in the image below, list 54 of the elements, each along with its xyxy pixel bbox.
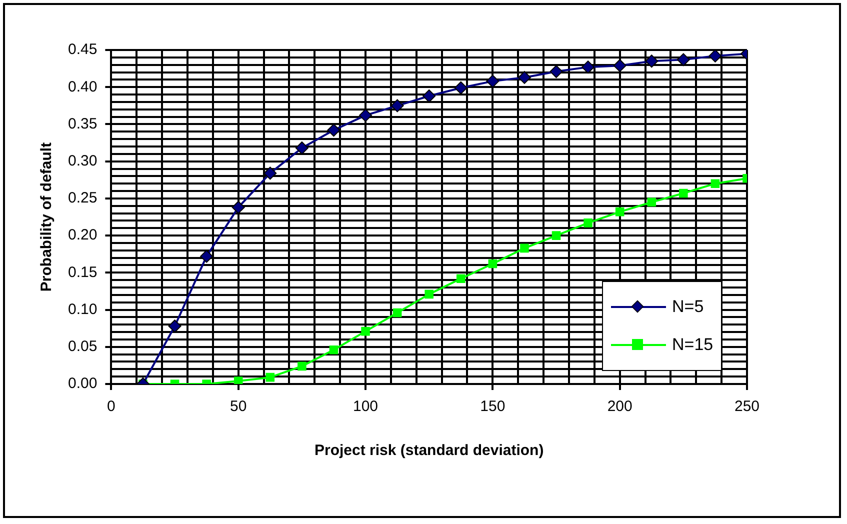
point [679,188,688,198]
y-tick-label: 0.30 [68,152,98,170]
point [518,70,531,84]
point [232,200,245,214]
point [647,198,656,207]
point [200,250,214,263]
point [454,81,468,94]
point [676,53,690,66]
point [424,290,434,299]
legend-label: N=5 [672,296,704,317]
point [584,218,592,228]
point [422,90,436,103]
point [390,99,404,112]
point [266,372,275,382]
point [615,207,624,216]
point [488,259,498,268]
point [550,65,563,78]
point [359,108,372,122]
point [264,166,277,180]
y-tick-label: 0.15 [68,264,98,281]
point [329,345,338,354]
y-tick-label: 0.45 [68,41,98,58]
point [486,74,500,88]
y-tick-label: 0.00 [68,375,98,392]
x-tick-label: 50 [230,398,247,416]
point [361,326,370,336]
y-tick-label: 0.05 [68,338,98,356]
x-tick-label: 0 [107,398,116,416]
point [708,50,722,62]
point [710,179,720,188]
x-tick-label: 250 [734,398,760,416]
y-tick-label: 0.40 [68,78,98,96]
x-tick-label: 200 [607,398,632,416]
x-tick-label: 150 [480,398,506,416]
y-axis-title: Probability of default [38,142,56,292]
point [645,54,658,68]
y-tick-label: 0.10 [68,300,98,318]
x-tick-label: 100 [353,398,378,416]
point [456,274,466,283]
point [234,376,243,384]
point [613,59,626,72]
point [168,320,182,333]
legend-label: N=15 [672,334,714,355]
point [298,362,306,371]
point [327,124,340,137]
y-tick-label: 0.25 [68,190,98,207]
point [520,244,529,253]
x-axis-title: Project risk (standard deviation) [314,442,544,460]
point [295,141,308,154]
y-tick-label: 0.20 [68,226,98,244]
y-tick-label: 0.35 [68,115,98,132]
point [582,60,595,74]
point [552,231,561,240]
point [392,308,402,318]
